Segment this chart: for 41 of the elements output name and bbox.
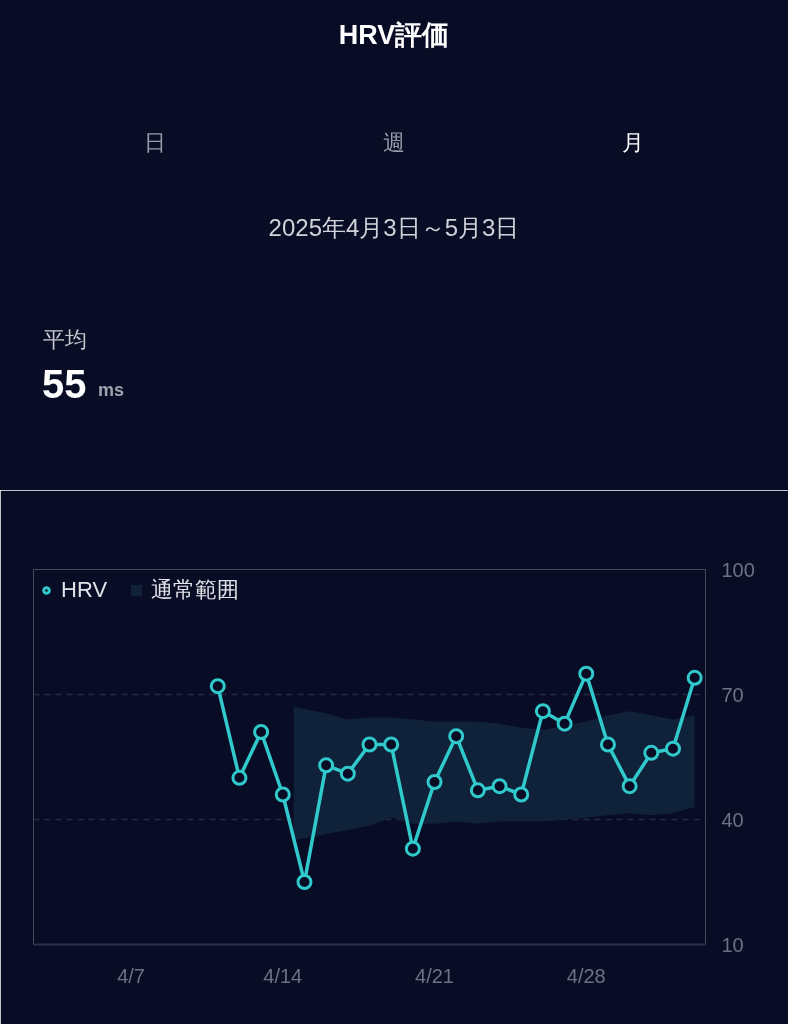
y-tick-label: 10 (721, 933, 744, 956)
point (491, 778, 508, 795)
point (361, 736, 378, 753)
point (469, 782, 486, 799)
legend-label: HRV (61, 577, 108, 603)
legend-label: 通常範囲 (151, 576, 240, 604)
point (534, 703, 551, 720)
x-tick-label: 4/28 (566, 964, 606, 987)
point (686, 669, 703, 686)
y-tick-label: 40 (721, 808, 744, 831)
point (664, 740, 681, 757)
chart-title: HRV評価 (338, 18, 450, 52)
y-tick-label: 100 (721, 558, 755, 581)
x-tick-label: 4/7 (117, 964, 145, 987)
point (556, 715, 573, 732)
point (599, 736, 616, 753)
point (513, 786, 530, 803)
point (383, 736, 400, 753)
text: 日 (144, 129, 166, 157)
point (621, 778, 638, 795)
point (404, 840, 421, 857)
point (426, 774, 443, 790)
point (231, 769, 248, 786)
point (339, 765, 356, 782)
text: 平均 (43, 326, 87, 354)
chart-subtitle: 2025年4月3日～5月3日 (268, 213, 520, 243)
point (209, 678, 226, 695)
point (643, 744, 660, 761)
x-tick-label: 4/21 (415, 964, 455, 987)
point (274, 786, 291, 803)
text: ms (98, 380, 125, 402)
text: 月 (622, 129, 644, 157)
point (578, 665, 595, 682)
point (318, 757, 335, 774)
text: 週 (383, 129, 405, 157)
point (253, 724, 270, 740)
point (448, 728, 465, 745)
point (296, 874, 313, 890)
x-tick-label: 4/14 (263, 964, 303, 987)
y-tick-label: 70 (721, 683, 744, 706)
text: 55 (42, 361, 87, 408)
